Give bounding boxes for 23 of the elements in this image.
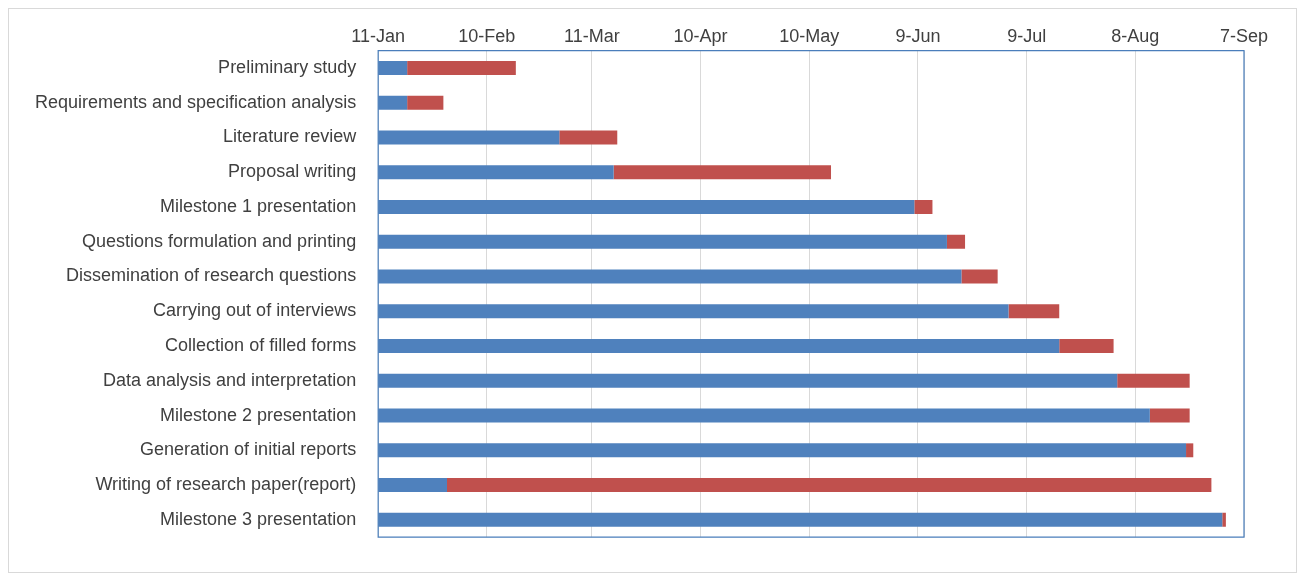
x-tick-label: 11-Jan (351, 25, 406, 46)
y-tick-label: Preliminary study (218, 56, 357, 77)
x-tick-label: 7-Sep (1219, 25, 1269, 46)
x-tick-label: 10-Apr (673, 25, 728, 46)
y-tick-label: Requirements and specification analysis (35, 91, 357, 112)
y-tick-label: Collection of filled forms (165, 335, 357, 355)
y-tick-label: Milestone 3 presentation (160, 508, 357, 529)
y-tick-label: Carrying out of interviews (153, 300, 357, 321)
y-tick-label: Generation of initial reports (140, 439, 357, 460)
x-tick-label: 9-Jun (895, 25, 941, 46)
x-tick-label: 9-Jul (1007, 25, 1047, 46)
y-tick-label: Writing of research paper(report) (95, 474, 357, 495)
x-tick-label: 8-Aug (1111, 25, 1160, 46)
y-tick-label: Literature review (223, 126, 358, 147)
x-tick-label: 10-Feb (458, 25, 516, 46)
x-tick-label: 11-Mar (564, 25, 620, 46)
y-tick-label: Proposal writing (228, 161, 357, 182)
y-tick-label: Milestone 1 presentation (160, 195, 357, 216)
y-tick-label: Questions formulation and printing (82, 230, 357, 251)
x-tick-label: 10-May (779, 25, 840, 46)
y-tick-label: Dissemination of research questions (66, 265, 357, 286)
y-tick-label: Data analysis and interpretation (103, 369, 357, 390)
y-tick-label: Milestone 2 presentation (160, 404, 357, 425)
